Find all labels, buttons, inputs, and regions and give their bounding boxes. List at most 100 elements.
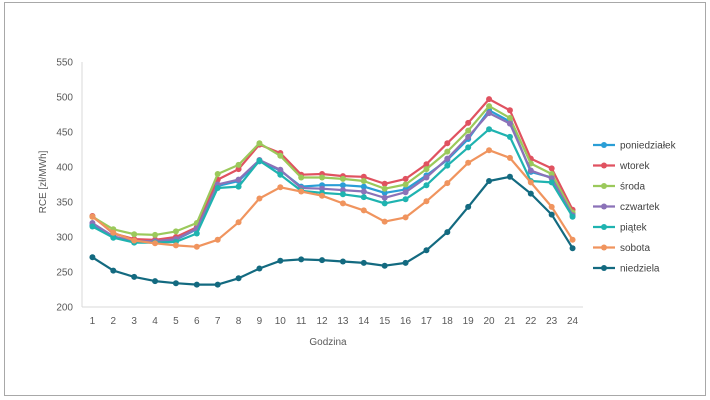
- data-point: [319, 257, 326, 264]
- data-point: [486, 110, 493, 117]
- data-point: [465, 144, 472, 151]
- legend-swatch-marker: [601, 224, 607, 230]
- data-point: [506, 120, 513, 127]
- data-point: [89, 213, 96, 220]
- x-tick-label: 19: [463, 316, 475, 327]
- data-point: [465, 203, 472, 210]
- data-point: [506, 115, 513, 121]
- legend-item: piątek: [593, 223, 648, 234]
- data-point: [527, 167, 534, 174]
- data-point: [381, 218, 388, 225]
- data-point: [360, 183, 367, 190]
- data-point: [152, 240, 159, 247]
- data-point: [339, 175, 346, 182]
- data-point: [89, 223, 96, 230]
- data-point: [214, 171, 221, 177]
- data-point: [444, 140, 451, 147]
- legend-swatch-marker: [601, 203, 607, 210]
- data-point: [360, 178, 367, 184]
- x-tick-label: 4: [152, 316, 158, 327]
- y-axis-title: RCE [zł/MWh]: [38, 150, 49, 213]
- data-point: [486, 103, 493, 110]
- data-point: [319, 185, 326, 192]
- x-tick-label: 20: [484, 316, 496, 327]
- y-tick-label: 300: [56, 233, 73, 244]
- data-point: [444, 180, 451, 187]
- legend-swatch-marker: [601, 265, 607, 271]
- data-point: [110, 229, 117, 236]
- data-point: [444, 229, 451, 236]
- y-tick-label: 550: [56, 58, 73, 69]
- data-point: [527, 190, 534, 197]
- series-niedziela: [89, 173, 576, 288]
- series-line: [91, 111, 574, 243]
- data-point: [402, 189, 409, 196]
- data-point: [423, 198, 430, 205]
- legend-label: sobota: [620, 243, 650, 254]
- data-point: [235, 219, 242, 226]
- data-point: [402, 175, 409, 182]
- data-point: [423, 174, 430, 181]
- data-point: [381, 200, 388, 207]
- y-axis: 200 250 300 350 400 450 500 550: [56, 58, 83, 314]
- data-point: [214, 281, 221, 288]
- data-point: [381, 185, 388, 192]
- data-point: [214, 185, 221, 191]
- data-point: [506, 133, 513, 140]
- data-point: [131, 237, 138, 244]
- data-point: [548, 211, 555, 218]
- x-tick-label: 10: [275, 316, 287, 327]
- data-point: [423, 247, 430, 254]
- data-point: [423, 166, 430, 173]
- legend-swatch-marker: [601, 183, 607, 189]
- data-point: [486, 178, 493, 184]
- data-point: [360, 194, 367, 201]
- data-point: [339, 191, 346, 198]
- data-point: [235, 183, 242, 190]
- data-point: [256, 265, 263, 272]
- data-point: [402, 259, 409, 266]
- x-axis-title: Godzina: [309, 337, 347, 348]
- legend-item: wtorek: [593, 161, 650, 172]
- x-tick-label: 15: [379, 316, 391, 327]
- data-point: [235, 275, 242, 282]
- legend-item: poniedziałek: [593, 141, 677, 152]
- x-tick-label: 6: [194, 316, 200, 327]
- data-point: [339, 187, 346, 194]
- series-line: [91, 175, 574, 286]
- data-point: [381, 180, 388, 187]
- data-point: [465, 159, 472, 166]
- data-point: [256, 157, 263, 164]
- x-tick-label: 21: [504, 316, 516, 327]
- data-point: [423, 182, 430, 189]
- x-tick-label: 3: [131, 316, 137, 327]
- data-point: [89, 254, 96, 261]
- x-tick-label: 24: [567, 316, 579, 327]
- data-point: [465, 119, 472, 126]
- x-tick-label: 22: [525, 316, 537, 327]
- x-tick-label: 11: [296, 316, 307, 327]
- data-point: [193, 230, 200, 237]
- x-tick-label: 14: [358, 316, 370, 327]
- x-tick-label: 16: [400, 316, 412, 327]
- data-point: [569, 213, 576, 220]
- y-tick-label: 500: [56, 93, 73, 104]
- series-line: [91, 149, 574, 248]
- data-point: [319, 192, 326, 199]
- data-point: [256, 195, 263, 202]
- data-point: [381, 189, 388, 196]
- legend-label: wtorek: [619, 161, 650, 172]
- data-point: [548, 171, 555, 177]
- legend-swatch-marker: [601, 244, 607, 251]
- data-point: [172, 242, 179, 249]
- data-point: [131, 273, 138, 280]
- data-point: [110, 267, 117, 274]
- series-sobota: [89, 147, 576, 250]
- data-point: [402, 214, 409, 221]
- data-point: [339, 200, 346, 207]
- legend-label: poniedziałek: [620, 141, 677, 152]
- data-point: [319, 174, 326, 181]
- data-point: [298, 174, 305, 181]
- data-point: [360, 259, 367, 266]
